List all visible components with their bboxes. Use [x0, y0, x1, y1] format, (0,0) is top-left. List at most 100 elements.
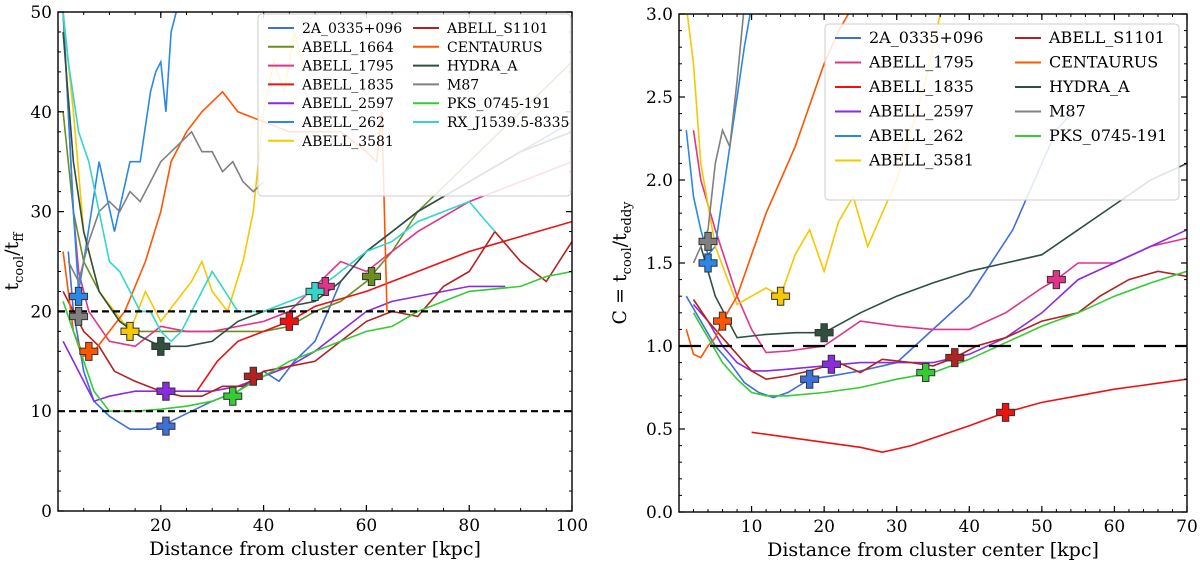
y-tick-label: 20: [30, 302, 52, 322]
y-tick-label: 1.5: [646, 254, 673, 274]
marker-HYDRA_A: [151, 336, 171, 356]
legend-label: 2A_0335+096: [869, 28, 983, 47]
y-tick-label: 10: [30, 402, 52, 422]
y-tick-label: 0.5: [646, 420, 673, 440]
x-tick-label: 10: [741, 517, 763, 537]
series-line-ABELL_262: [685, 14, 751, 257]
legend-label: ABELL_S1101: [446, 21, 548, 37]
legend-label: ABELL_262: [301, 115, 385, 131]
marker-2A_0335+096: [800, 369, 820, 389]
marker-ABELL_S1101: [243, 366, 263, 386]
y-axis-label-subscript: ff: [12, 231, 27, 242]
plot-area: [679, 14, 1187, 454]
series-line-ABELL_S1101: [692, 270, 1187, 381]
y-axis-label-part: /t: [1, 241, 23, 255]
y-tick-label: 2.0: [646, 171, 673, 191]
series-line-HYDRA_A: [62, 31, 572, 348]
x-tick-label: 60: [1104, 517, 1126, 537]
legend-label: HYDRA_A: [1049, 77, 1130, 96]
y-axis-label-subscript: cool: [620, 247, 635, 274]
x-tick-label: 40: [253, 516, 275, 536]
marker-PKS_0745-191: [916, 363, 936, 383]
legend-label: ABELL_2597: [868, 102, 974, 121]
y-axis-label-part: t: [1, 283, 23, 291]
marker-ABELL_1795: [1046, 270, 1066, 290]
x-tick-label: 60: [356, 516, 378, 536]
x-axis-label: Distance from cluster center [kpc]: [149, 538, 481, 560]
legend-label: ABELL_1835: [868, 77, 974, 96]
y-tick-label: 3.0: [646, 5, 673, 25]
marker-CENTAURUS: [713, 311, 733, 331]
x-tick-label: 80: [458, 516, 480, 536]
y-tick-label: 40: [30, 103, 52, 123]
x-tick-label: 20: [813, 517, 835, 537]
y-axis-label: tcool/tff: [1, 231, 27, 291]
y-tick-label: 30: [30, 203, 52, 223]
legend: 2A_0335+096 ABELL_1664 ABELL_1795 ABELL_183…: [257, 13, 572, 197]
series-line-2A_0335+096: [685, 113, 1072, 399]
x-tick-label: 100: [556, 516, 588, 536]
legend-label: ABELL_3581: [301, 134, 394, 150]
legend-box: [824, 23, 1180, 201]
marker-ABELL_2597: [821, 354, 841, 374]
series-line-ABELL_2597: [692, 229, 1187, 372]
legend-label: ABELL_1795: [868, 53, 974, 72]
x-tick-label: 50: [1031, 517, 1053, 537]
x-tick-label: 70: [1176, 517, 1198, 537]
legend-label: PKS_0745-191: [447, 96, 551, 112]
series-line-CENTAURUS: [685, 14, 850, 359]
plot-area: [58, 12, 572, 436]
legend-label: M87: [1049, 102, 1086, 121]
y-tick-label: 0.0: [646, 503, 673, 523]
marker-2A_0335+096: [156, 416, 176, 436]
y-tick-label: 2.5: [646, 88, 673, 108]
marker-RX_J1539.5-8335: [305, 281, 325, 301]
legend: 2A_0335+096 ABELL_1795 ABELL_1835 ABELL_259…: [824, 23, 1180, 201]
marker-ABELL_2597: [156, 381, 176, 401]
legend-label: CENTAURUS: [447, 40, 543, 56]
marker-PKS_0745-191: [223, 386, 243, 406]
legend-box: [257, 13, 572, 197]
legend-label: RX_J1539.5-8335: [447, 115, 569, 131]
marker-ABELL_262: [69, 286, 89, 306]
marker-ABELL_3581: [120, 321, 140, 341]
y-axis-label-subscript: eddy: [620, 201, 635, 233]
y-tick-label: 50: [30, 3, 52, 23]
marker-ABELL_1835: [279, 311, 299, 331]
legend-label: ABELL_3581: [868, 151, 974, 170]
marker-CENTAURUS: [79, 341, 99, 361]
marker-M87: [698, 231, 718, 251]
x-axis-label: Distance from cluster center [kpc]: [767, 539, 1099, 561]
marker-ABELL_1664: [362, 266, 382, 286]
y-axis-label-part: /t: [609, 233, 631, 247]
right-chart-panel: 10 20 30 40 50 60 70 0.0 0.5 1.0 1.5 2.0 2.5 3.0 Dista…: [609, 5, 1198, 561]
y-tick-label: 1.0: [646, 337, 673, 357]
legend-label: ABELL_2597: [301, 96, 394, 112]
x-tick-label: 20: [150, 516, 172, 536]
legend-label: 2A_0335+096: [302, 21, 402, 37]
series-line-ABELL_262: [62, 12, 178, 292]
series-line-PKS_0745-191: [62, 270, 572, 413]
marker-ABELL_1835: [996, 402, 1016, 422]
legend-label: ABELL_1664: [301, 40, 394, 56]
x-tick-label: 40: [958, 517, 980, 537]
y-axis-label: C = tcool/teddy: [609, 201, 635, 325]
marker-ABELL_3581: [771, 286, 791, 306]
marker-HYDRA_A: [814, 323, 834, 343]
series-line-ABELL_1835: [751, 378, 1187, 454]
x-tick-label: 30: [886, 517, 908, 537]
series-line-HYDRA_A: [700, 162, 1187, 339]
series-line-ABELL_1835: [196, 220, 572, 392]
series-line-ABELL_1795: [62, 12, 572, 348]
legend-label: ABELL_262: [868, 126, 964, 145]
y-axis-label-subscript: cool: [12, 256, 27, 283]
legend-label: ABELL_1795: [301, 59, 394, 75]
marker-ABELL_S1101: [945, 348, 965, 368]
legend-label: ABELL_S1101: [1048, 28, 1165, 47]
marker-M87: [69, 306, 89, 326]
series-line-PKS_0745-191: [692, 270, 1187, 397]
series-line-M87: [67, 130, 265, 284]
legend-label: HYDRA_A: [447, 59, 518, 75]
marker-ABELL_262: [698, 253, 718, 273]
